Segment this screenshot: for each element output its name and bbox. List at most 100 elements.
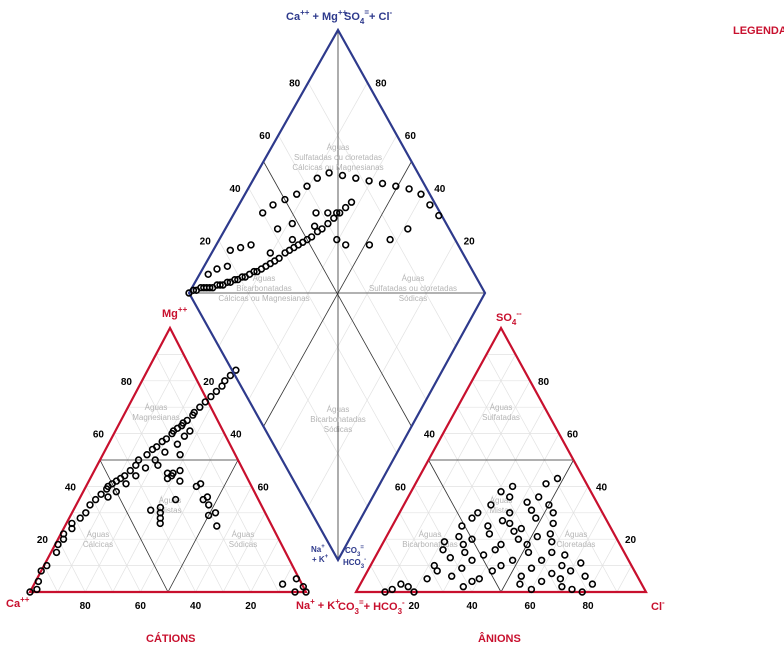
cation-tick-labels: 20 40 60 80 20 40 60 80 60 40 20 xyxy=(37,377,269,612)
anion-sample-point xyxy=(548,538,556,546)
anion-zone-sulfatadas-line: Sulfatadas xyxy=(482,413,520,422)
cation-zone-sodicas-line: Águas xyxy=(232,530,255,539)
diamond-sample-point xyxy=(342,241,350,249)
anion-grid-line xyxy=(399,512,444,593)
diamond-zone-bicarbonatadas-sodicas-line: Águas xyxy=(327,405,350,414)
anion-sample-point xyxy=(533,532,541,541)
cation-sample-point xyxy=(76,514,84,522)
anion-grid-line xyxy=(486,354,618,593)
diamond-sample-point xyxy=(330,214,338,222)
diamond-sample-point xyxy=(275,254,283,262)
diamond-sample-point xyxy=(435,211,443,220)
diamond-sample-point xyxy=(333,235,341,244)
cation-divider xyxy=(99,459,169,593)
anion-sample-point xyxy=(523,498,531,506)
diamond-label-top-left-charge-mg: ++ xyxy=(338,8,348,17)
diamond-sample-point xyxy=(333,209,341,217)
anion-apex-right-charge: - xyxy=(662,598,665,607)
diamond-zone-bicarbonatadas-sodicas: Águas Bicarbonatadas Sódicas xyxy=(310,405,366,434)
anion-bottom-tick: 80 xyxy=(582,601,594,612)
anion-zone-bicarbonatadas-line: Águas xyxy=(419,530,442,539)
cation-points xyxy=(26,366,310,596)
anion-left-tick: 40 xyxy=(424,430,436,441)
cation-sample-point xyxy=(52,548,61,557)
diamond-sample-point xyxy=(310,222,319,230)
diamond-zone-sulfatadas-sodicas-line: Sulfatadas ou cloretadas xyxy=(369,284,457,293)
cation-sample-point xyxy=(196,480,205,488)
cation-zone-mistas-line: Mistas xyxy=(158,506,181,515)
diamond-label-top-left-mid: + Mg xyxy=(309,11,337,23)
cation-sample-point xyxy=(201,398,210,406)
diamond-sample-point xyxy=(204,270,212,278)
anion-sample-point xyxy=(568,585,576,594)
cation-grid-line xyxy=(250,539,280,593)
anion-sample-point xyxy=(553,474,562,483)
anion-zone-cloretadas-line: Águas xyxy=(565,530,588,539)
diamond-label-top-right-sub: 4 xyxy=(360,17,365,26)
anion-sample-point xyxy=(497,561,505,570)
anion-sample-point xyxy=(498,516,507,525)
cation-right-tick: 20 xyxy=(203,377,215,388)
cation-zone-mistas-line: Águas xyxy=(159,496,182,505)
cation-sample-point xyxy=(162,435,171,443)
anion-sample-point xyxy=(534,493,543,501)
anion-sample-point xyxy=(475,575,483,583)
anion-sample-point xyxy=(491,546,499,554)
anion-sample-point xyxy=(479,551,488,559)
cation-sample-point xyxy=(120,472,129,480)
anion-zone-sulfatadas: Águas Sulfatadas xyxy=(482,403,520,422)
diamond-left-tick: 20 xyxy=(200,236,212,247)
cation-sample-point xyxy=(207,392,215,401)
cation-sample-point xyxy=(26,588,34,596)
anion-sample-point xyxy=(468,577,476,586)
anion-sample-point xyxy=(459,540,467,549)
diamond-label-bottom-right-sub: 3 xyxy=(357,552,361,558)
anion-points xyxy=(381,474,597,596)
anion-zone-mistas: Águas Mistas xyxy=(489,496,512,515)
diamond-sample-point xyxy=(417,190,425,198)
cation-divider xyxy=(167,459,239,593)
cation-sample-point xyxy=(91,495,100,504)
cation-grid-line xyxy=(278,565,293,593)
anion-sample-point xyxy=(410,588,418,596)
diamond-sample-point xyxy=(426,201,434,209)
diamond-label-top-left-charge-ca: ++ xyxy=(300,8,310,17)
cation-zone-magnesianas: Águas Magnesianas xyxy=(132,403,180,422)
cation-sample-point xyxy=(122,480,130,488)
anion-zone-sulfatadas-line: Águas xyxy=(490,403,513,412)
diamond-sample-point xyxy=(269,201,277,209)
anion-triangle-outline xyxy=(354,325,648,594)
anion-sample-point xyxy=(439,546,447,554)
diamond-label-bottom-right-hco: HCO xyxy=(343,558,361,567)
cation-apex-left-charge: ++ xyxy=(20,595,30,604)
diamond-left-tick: 40 xyxy=(229,184,241,195)
diamond-label-top-left: Ca++ + Mg++ xyxy=(286,8,348,23)
anion-sample-point xyxy=(517,572,525,580)
cation-sample-point xyxy=(171,495,180,504)
anion-grid-line xyxy=(616,565,632,593)
anion-zone-mistas-line: Mistas xyxy=(489,506,512,515)
cation-sample-point xyxy=(173,440,182,448)
cation-sample-point xyxy=(203,493,212,501)
cation-left-tick: 20 xyxy=(37,535,49,546)
cation-grid-line xyxy=(57,539,86,593)
anion-bottom-tick: 40 xyxy=(466,601,478,612)
cation-sample-point xyxy=(68,519,76,528)
diamond-sample-point xyxy=(247,241,255,249)
anion-sample-point xyxy=(474,509,482,517)
diamond-outline xyxy=(187,27,487,563)
anion-sample-point xyxy=(549,509,557,517)
diamond-sample-point xyxy=(378,179,387,188)
diamond-left-tick: 60 xyxy=(259,131,271,142)
diamond-right-tick: 80 xyxy=(375,79,387,90)
anion-sample-point xyxy=(546,530,554,538)
cation-sample-point xyxy=(211,509,220,517)
anion-sample-point xyxy=(549,519,557,528)
anion-sample-point xyxy=(566,567,575,575)
anion-sample-point xyxy=(506,493,514,501)
anion-sample-point xyxy=(548,548,556,557)
diamond-sample-point xyxy=(223,278,232,286)
cation-grid-line xyxy=(71,512,114,593)
